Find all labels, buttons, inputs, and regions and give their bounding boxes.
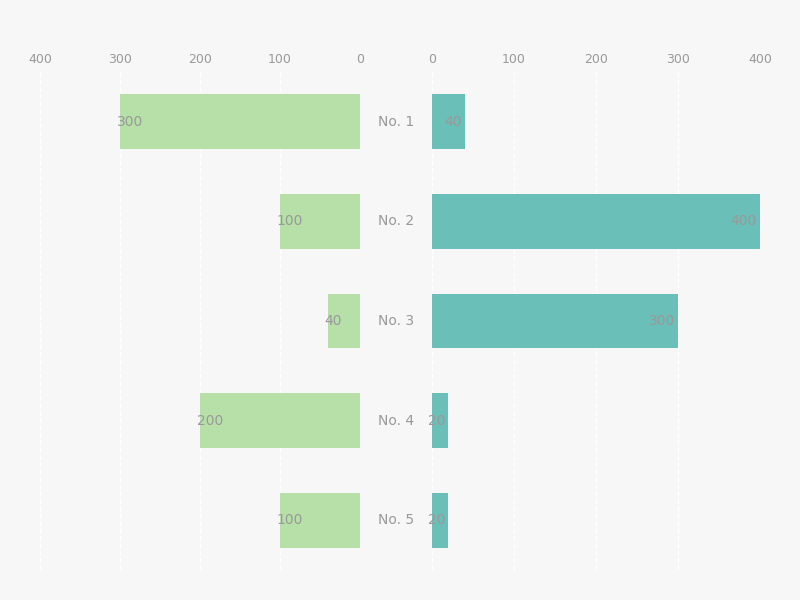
Text: 40: 40 (325, 314, 342, 328)
Text: 100: 100 (277, 214, 303, 229)
Text: 300: 300 (117, 115, 143, 129)
Text: No. 1: No. 1 (378, 115, 414, 129)
Text: 20: 20 (428, 413, 445, 428)
Bar (280, 493, 360, 548)
Bar (200, 393, 360, 448)
Text: No. 3: No. 3 (378, 314, 414, 328)
Bar (432, 493, 448, 548)
Text: 300: 300 (649, 314, 674, 328)
Bar (328, 293, 360, 349)
Text: 20: 20 (428, 513, 445, 527)
Text: 400: 400 (730, 214, 757, 229)
Bar (280, 194, 360, 249)
Bar (432, 94, 465, 149)
Text: 100: 100 (277, 513, 303, 527)
Text: No. 4: No. 4 (378, 413, 414, 428)
Text: No. 2: No. 2 (378, 214, 414, 229)
Bar (432, 393, 448, 448)
Text: 200: 200 (197, 413, 223, 428)
Text: No. 5: No. 5 (378, 513, 414, 527)
Bar (432, 293, 678, 349)
Text: 40: 40 (444, 115, 462, 129)
Bar (432, 194, 760, 249)
Bar (120, 94, 360, 149)
